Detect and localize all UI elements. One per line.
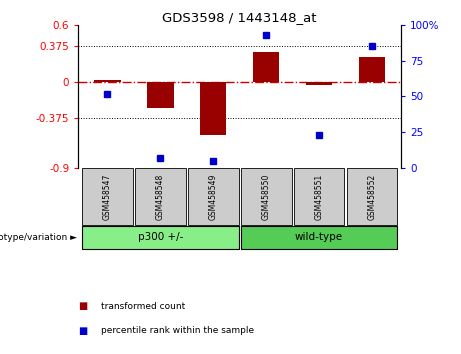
Bar bbox=[94, 80, 121, 82]
Text: GSM458547: GSM458547 bbox=[103, 173, 112, 220]
Bar bbox=[241, 168, 291, 225]
Text: GSM458550: GSM458550 bbox=[262, 173, 271, 220]
Text: GSM458551: GSM458551 bbox=[314, 173, 324, 220]
Bar bbox=[135, 168, 186, 225]
Bar bbox=[253, 51, 279, 82]
Bar bbox=[347, 168, 397, 225]
Text: GSM458548: GSM458548 bbox=[156, 173, 165, 220]
Text: percentile rank within the sample: percentile rank within the sample bbox=[101, 326, 254, 336]
Bar bbox=[241, 227, 397, 250]
Bar bbox=[359, 57, 385, 82]
Text: transformed count: transformed count bbox=[101, 302, 186, 311]
Bar bbox=[147, 82, 174, 108]
Bar bbox=[82, 227, 239, 250]
Text: p300 +/-: p300 +/- bbox=[138, 233, 183, 242]
Text: genotype/variation ►: genotype/variation ► bbox=[0, 233, 77, 242]
Text: ■: ■ bbox=[78, 301, 88, 311]
Text: ■: ■ bbox=[78, 326, 88, 336]
Bar bbox=[188, 168, 239, 225]
Bar bbox=[200, 82, 226, 135]
Text: GSM458549: GSM458549 bbox=[209, 173, 218, 220]
Bar bbox=[82, 168, 133, 225]
Bar bbox=[306, 82, 332, 85]
Title: GDS3598 / 1443148_at: GDS3598 / 1443148_at bbox=[162, 11, 317, 24]
Bar bbox=[294, 168, 344, 225]
Text: wild-type: wild-type bbox=[295, 233, 343, 242]
Text: GSM458552: GSM458552 bbox=[367, 173, 377, 220]
